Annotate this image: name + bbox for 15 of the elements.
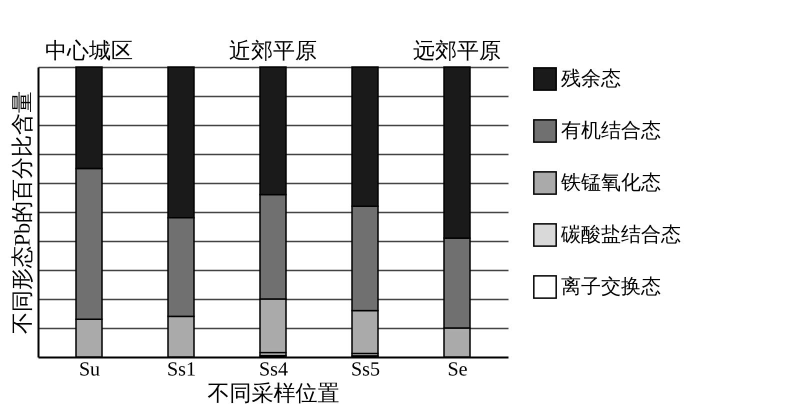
legend-label: 离子交换态 bbox=[561, 276, 661, 298]
legend-label: 铁锰氧化态 bbox=[560, 172, 661, 194]
text: 近郊平原 bbox=[229, 38, 317, 63]
legend-label: 残余态 bbox=[561, 68, 621, 90]
x-tick-label: Ss4 bbox=[259, 358, 288, 380]
x-tick-label: Ss5 bbox=[351, 358, 380, 380]
x-tick-label: Su bbox=[78, 358, 100, 380]
text: 中心城区 bbox=[45, 38, 133, 63]
legend-label: 有机结合态 bbox=[561, 120, 661, 142]
x-axis-title: 不同采样位置 bbox=[208, 380, 340, 406]
x-tick-label: Ss1 bbox=[167, 358, 196, 380]
text: 远郊平原 bbox=[413, 38, 501, 63]
x-tick-label: Se bbox=[448, 358, 468, 380]
y-axis-title: 不同形态Pb的百分比含量 bbox=[10, 90, 34, 334]
legend-label: 碳酸盐结合态 bbox=[560, 224, 681, 246]
